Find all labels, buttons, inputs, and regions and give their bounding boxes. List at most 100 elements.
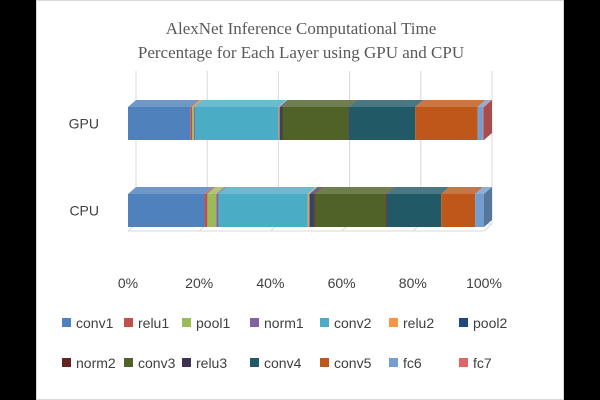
bar-group-gpu <box>128 100 492 140</box>
legend-swatch <box>459 358 468 367</box>
x-tick-label: 20% <box>185 275 213 291</box>
bar-segment-norm1 <box>216 194 219 227</box>
legend-swatch <box>250 358 259 367</box>
bar-segment-conv3 <box>282 107 349 140</box>
x-tick-label: 0% <box>118 275 138 291</box>
bars <box>128 100 492 227</box>
legend-label: pool1 <box>196 315 230 331</box>
bar-top-fc6 <box>477 100 491 107</box>
bar-top-conv4 <box>349 100 424 107</box>
bar-top-norm2 <box>281 100 291 107</box>
gridline-floor <box>483 223 493 232</box>
bar-top-conv1 <box>128 100 199 107</box>
bar-segment-pool1 <box>192 107 194 140</box>
bar-segment-pool2 <box>279 107 282 140</box>
bar-top-relu1 <box>204 187 216 194</box>
legend-label: conv5 <box>334 355 372 371</box>
legend-item-pool2: pool2 <box>459 315 507 331</box>
bar-segment-norm2 <box>313 194 315 227</box>
bar-top-pool2 <box>309 187 322 194</box>
bar-segment-relu2 <box>278 107 280 140</box>
legend-label: norm1 <box>264 315 304 331</box>
legend-swatch <box>459 318 468 327</box>
legend-label: conv3 <box>138 355 176 371</box>
legend-label: relu2 <box>403 315 434 331</box>
bar-top-relu2 <box>307 187 318 194</box>
bar-top-conv3 <box>282 100 357 107</box>
bar-segment-fc7 <box>482 107 484 140</box>
legend-item-conv2: conv2 <box>320 315 372 331</box>
legend-swatch <box>389 318 398 327</box>
bar-top-conv3 <box>314 187 395 194</box>
legend: conv1 relu1 pool1 norm1 conv2 relu2 pool2 norm2… <box>62 315 507 371</box>
bar-top-conv4 <box>387 187 450 194</box>
chart: AlexNet Inference Computational Time Per… <box>62 19 507 371</box>
bar-segment-pool1 <box>207 194 217 227</box>
legend-swatch <box>124 318 133 327</box>
legend-label: relu1 <box>138 315 169 331</box>
bar-top-fc6 <box>475 187 492 194</box>
bar-group-cpu <box>128 187 492 227</box>
bar-segment-conv2 <box>218 194 308 227</box>
category-labels: GPU CPU <box>69 116 99 219</box>
bar-segment-relu3 <box>348 107 350 140</box>
category-label-cpu: CPU <box>69 203 99 219</box>
legend-swatch <box>124 358 133 367</box>
legend-item-norm2: norm2 <box>62 355 116 371</box>
bar-segment-conv3 <box>314 194 387 227</box>
x-tick-label: 80% <box>399 275 427 291</box>
bar-top-relu3 <box>348 100 358 107</box>
bar-top-conv2 <box>194 100 287 107</box>
category-label-gpu: GPU <box>69 116 99 132</box>
bar-segment-norm2 <box>281 107 283 140</box>
legend-label: fc7 <box>473 355 492 371</box>
bar-top-relu2 <box>278 100 288 107</box>
legend-item-fc6: fc6 <box>389 355 422 371</box>
legend-label: conv4 <box>264 355 302 371</box>
legend-item-pool1: pool1 <box>182 315 230 331</box>
bar-segment-conv2 <box>194 107 279 140</box>
legend-label: relu3 <box>196 355 227 371</box>
chart-title-line-2: Percentage for Each Layer using GPU and … <box>138 43 464 62</box>
bar-top-norm2 <box>313 187 323 194</box>
legend-item-conv3: conv3 <box>124 355 176 371</box>
bar-side-fc7 <box>484 100 492 140</box>
legend-item-relu2: relu2 <box>389 315 434 331</box>
legend-item-conv5: conv5 <box>320 355 372 371</box>
legend-item-relu1: relu1 <box>124 315 169 331</box>
legend-label: conv1 <box>76 315 114 331</box>
legend-label: norm2 <box>76 355 116 371</box>
bar-side-fc6 <box>484 187 492 227</box>
bar-top-conv5 <box>415 100 486 107</box>
legend-label: pool2 <box>473 315 507 331</box>
bar-top-conv1 <box>128 187 213 194</box>
bar-segment-conv4 <box>387 194 442 227</box>
chart-panel: AlexNet Inference Computational Time Per… <box>36 0 564 400</box>
legend-swatch <box>182 318 191 327</box>
legend-item-relu3: relu3 <box>182 355 227 371</box>
legend-swatch <box>320 358 329 367</box>
x-tick-label: 100% <box>466 275 502 291</box>
bar-top-pool1 <box>192 100 202 107</box>
bar-segment-conv1 <box>128 194 205 227</box>
legend-item-norm1: norm1 <box>250 315 304 331</box>
bar-top-pool1 <box>207 187 225 194</box>
legend-swatch <box>250 318 259 327</box>
bar-top-relu1 <box>190 100 201 107</box>
legend-swatch <box>62 318 71 327</box>
legend-item-conv4: conv4 <box>250 355 302 371</box>
x-tick-label: 60% <box>328 275 356 291</box>
chart-title-line-1: AlexNet Inference Computational Time <box>166 19 437 38</box>
bar-top-pool2 <box>279 100 290 107</box>
legend-swatch <box>182 358 191 367</box>
legend-swatch <box>389 358 398 367</box>
bar-segment-conv4 <box>349 107 416 140</box>
bar-segment-fc6 <box>477 107 483 140</box>
x-tick-labels: 0% 20% 40% 60% 80% 100% <box>118 275 502 291</box>
bar-top-norm1 <box>216 187 227 194</box>
bar-segment-norm1 <box>193 107 195 140</box>
x-tick-label: 40% <box>256 275 284 291</box>
bar-segment-pool2 <box>309 194 314 227</box>
bar-segment-conv1 <box>128 107 191 140</box>
